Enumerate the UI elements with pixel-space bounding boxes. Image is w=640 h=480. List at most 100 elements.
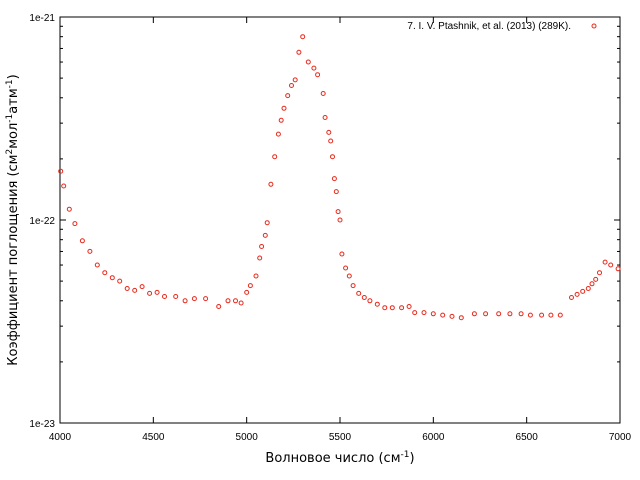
axis-ticks (59, 16, 621, 424)
data-points (58, 34, 621, 321)
x-tick-labels: 4000 4500 5000 5500 6000 6500 7000 (49, 432, 632, 443)
data-point (278, 117, 284, 123)
data-point (244, 289, 250, 295)
data-point (311, 65, 317, 71)
data-point (262, 232, 268, 238)
data-point (580, 288, 586, 294)
legend-marker (591, 23, 597, 29)
data-point (216, 304, 222, 309)
data-point (233, 298, 238, 304)
data-point (253, 273, 259, 279)
data-point (333, 189, 339, 195)
data-point (320, 91, 326, 96)
data-point (87, 248, 93, 254)
data-point (79, 238, 85, 244)
data-point (527, 312, 533, 318)
data-point (296, 49, 302, 55)
data-point (173, 294, 179, 299)
data-point (281, 105, 287, 111)
x-tick-label: 5000 (236, 432, 259, 443)
x-tick-label: 5500 (329, 432, 352, 443)
data-point (305, 59, 311, 65)
data-point (421, 310, 427, 316)
data-point (399, 305, 405, 311)
data-point (330, 154, 335, 160)
data-point (335, 209, 341, 215)
data-point (350, 283, 356, 289)
data-point (162, 294, 167, 299)
y-axis-label-part: -1 (5, 79, 15, 88)
y-axis-label-part: мол (6, 123, 21, 149)
y-axis-label-part: 2 (5, 149, 15, 155)
data-point (326, 129, 332, 135)
data-point (539, 312, 545, 318)
data-point (109, 275, 115, 281)
data-point (132, 287, 138, 293)
data-point (589, 281, 595, 287)
data-point (483, 311, 489, 317)
data-point (328, 138, 334, 144)
data-point (61, 183, 67, 189)
y-tick-label: 1e-23 (29, 419, 55, 430)
data-point (496, 311, 502, 317)
data-point (608, 262, 614, 268)
data-point (412, 310, 418, 316)
data-point (272, 154, 278, 160)
legend: 7. I. V. Ptashnik, et al. (2013) (289K). (407, 21, 597, 32)
data-point (458, 315, 464, 321)
data-point (337, 217, 343, 223)
data-point (346, 273, 352, 279)
data-point (292, 77, 298, 83)
data-point (322, 115, 328, 120)
x-tick-label: 7000 (609, 432, 632, 443)
data-point (331, 176, 337, 182)
data-point (182, 298, 188, 304)
data-point (557, 312, 563, 318)
data-point (597, 270, 602, 276)
data-point (238, 300, 244, 306)
data-point (154, 289, 160, 295)
data-point (449, 313, 455, 319)
y-axis-label: Коэффициент поглощения (см2мол-1атм-1) (5, 74, 21, 365)
data-point (574, 291, 580, 297)
data-point (257, 255, 263, 261)
data-point (203, 296, 209, 302)
data-point (147, 290, 153, 296)
data-point (259, 244, 265, 249)
y-axis-label-part: атм (6, 88, 21, 113)
data-point (300, 34, 306, 40)
data-point (615, 266, 621, 272)
data-point (602, 259, 608, 265)
data-point (374, 301, 380, 307)
data-point (367, 298, 373, 304)
x-axis-label: Волновое число (см-1) (265, 450, 414, 466)
data-point (406, 304, 412, 309)
plot-frame (59, 16, 621, 424)
data-point (66, 206, 72, 212)
data-point (440, 312, 446, 318)
data-point (356, 290, 362, 296)
data-point (343, 265, 349, 271)
y-axis-label-part: -1 (5, 114, 15, 123)
data-point (117, 278, 123, 284)
y-tick-labels: 1e-23 1e-22 1e-21 (29, 13, 55, 430)
data-point (339, 251, 345, 257)
x-tick-label: 4500 (142, 432, 165, 443)
data-point (72, 221, 78, 227)
y-axis-label-part: Коэффициент поглощения (см (6, 155, 21, 366)
data-point (124, 286, 130, 291)
x-tick-label: 4000 (49, 432, 72, 443)
data-point (315, 72, 321, 78)
data-point (264, 220, 270, 226)
data-point (247, 283, 253, 289)
x-tick-label: 6500 (516, 432, 539, 443)
data-point (225, 298, 231, 304)
data-point (275, 131, 281, 137)
data-point (471, 311, 477, 317)
data-point (518, 311, 524, 317)
data-point (94, 262, 100, 268)
data-point (548, 312, 554, 318)
y-axis-label-part: ) (6, 74, 21, 79)
data-point (289, 83, 294, 88)
